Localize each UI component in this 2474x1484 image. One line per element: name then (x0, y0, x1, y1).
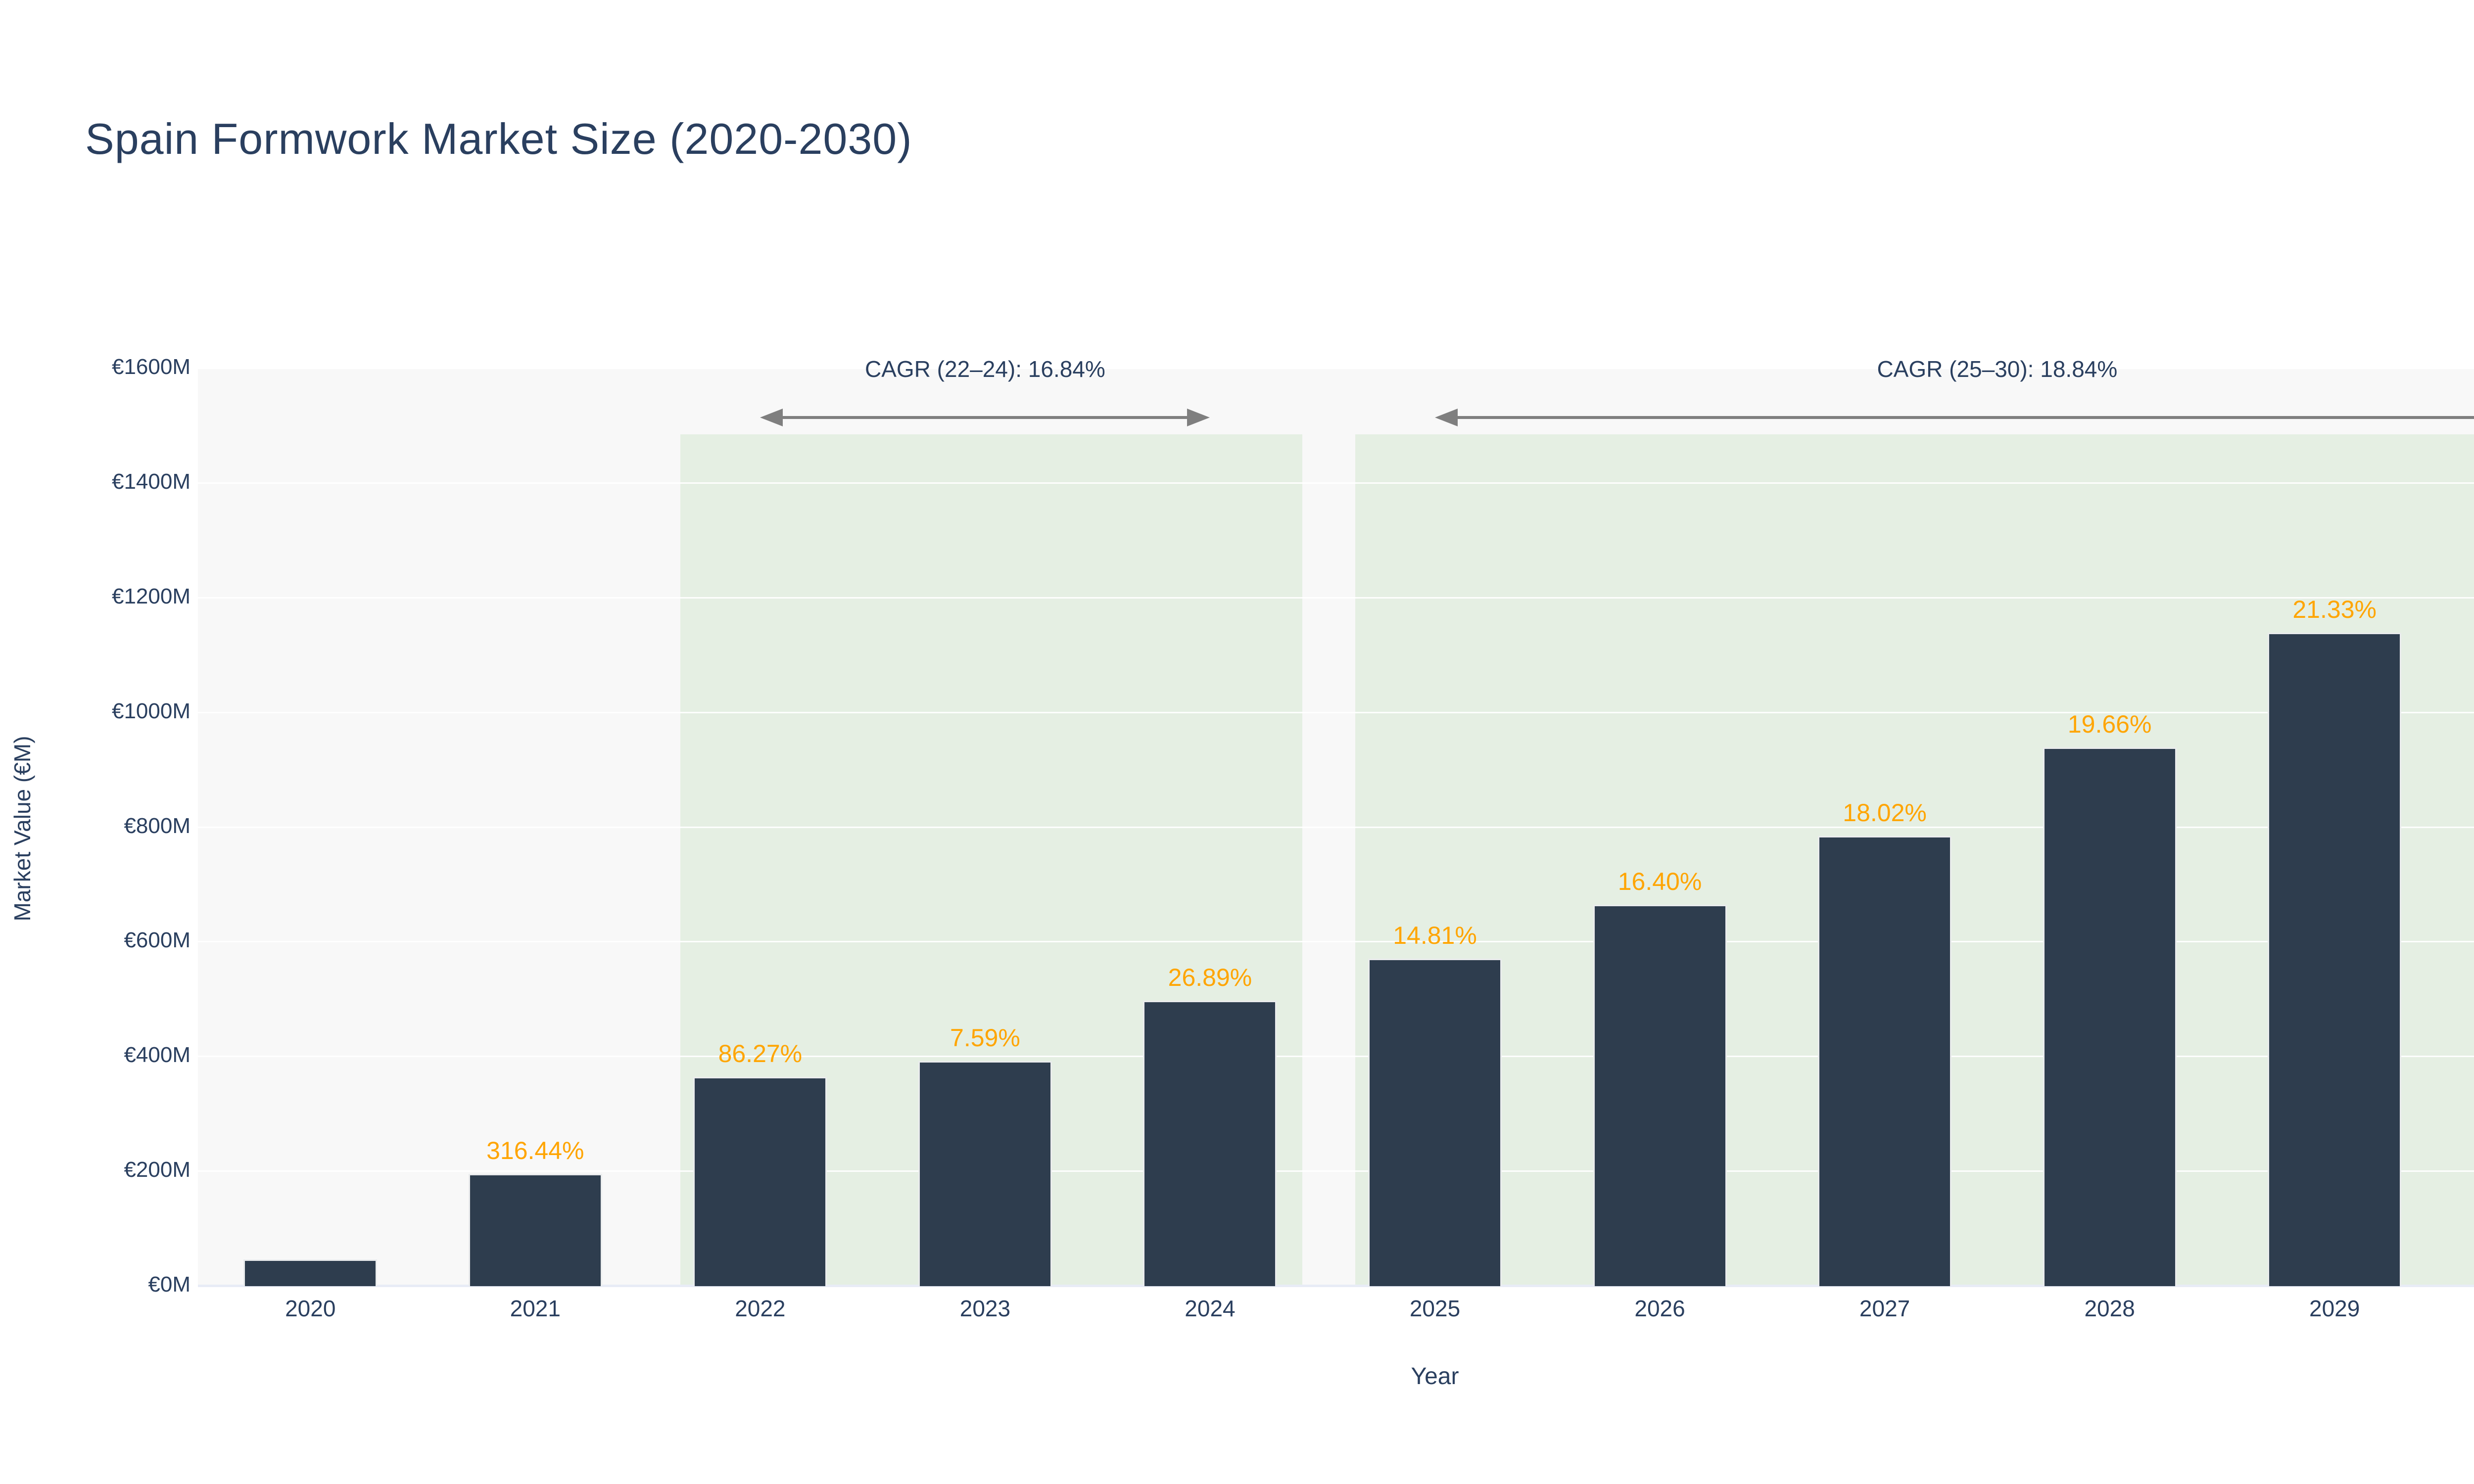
y-tick-label-800: €800M (124, 813, 190, 838)
bar-2022[interactable] (693, 1077, 827, 1286)
growth-label-2023: 7.59% (950, 1024, 1020, 1052)
y-tick-label-200: €200M (124, 1158, 190, 1182)
x-tick-label-2020: 2020 (285, 1296, 336, 1321)
growth-label-2026: 16.40% (1618, 867, 1702, 895)
gridline-1600 (198, 368, 2474, 369)
y-tick-label-1400: €1400M (111, 469, 190, 494)
bar-2024[interactable] (1143, 1000, 1277, 1286)
cagr-arrow-1 (760, 408, 1210, 426)
plot-area: 316.44% 86.27% 7.59% 26.89% 14.81% 16.40% 18.0… (198, 368, 2474, 1287)
bar-2026[interactable] (1593, 904, 1727, 1286)
y-tick-label-0: €0M (148, 1272, 190, 1297)
x-tick-label-2025: 2025 (1409, 1296, 1461, 1321)
x-tick-label-2027: 2027 (1859, 1296, 1910, 1321)
x-axis-zero-line (198, 1285, 2474, 1287)
bar-2029[interactable] (2268, 632, 2402, 1286)
y-tick-label-1000: €1000M (111, 698, 190, 723)
x-tick-label-2021: 2021 (510, 1296, 561, 1321)
x-tick-label-2023: 2023 (959, 1296, 1011, 1321)
x-tick-label-2028: 2028 (2084, 1296, 2135, 1321)
bar-2028[interactable] (2043, 747, 2177, 1286)
arrowhead-right-icon (1187, 408, 1210, 426)
gridline-200 (198, 1170, 2474, 1172)
growth-label-2021: 316.44% (486, 1137, 584, 1165)
arrow-shaft (773, 416, 1197, 419)
x-tick-label-2022: 2022 (735, 1296, 786, 1321)
growth-label-2029: 21.33% (2292, 595, 2377, 623)
gridline-1400 (198, 482, 2474, 484)
bar-2025[interactable] (1368, 958, 1502, 1286)
bar-2020[interactable] (243, 1259, 378, 1286)
growth-label-2024: 26.89% (1168, 963, 1252, 991)
growth-label-2027: 18.02% (1843, 798, 1927, 827)
gridline-800 (198, 826, 2474, 828)
gridline-1200 (198, 597, 2474, 599)
x-tick-label-2029: 2029 (2309, 1296, 2360, 1321)
cagr-annotation-1: CAGR (22–24): 16.84% (865, 356, 1105, 382)
bar-2021[interactable] (468, 1174, 602, 1286)
x-axis-title: Year (1411, 1363, 1459, 1390)
arrow-shaft (1448, 416, 2474, 419)
growth-label-2025: 14.81% (1393, 921, 1477, 949)
bar-2027[interactable] (1818, 835, 1952, 1286)
bar-2023[interactable] (918, 1061, 1052, 1286)
x-tick-label-2026: 2026 (1634, 1296, 1685, 1321)
chart-title: Spain Formwork Market Size (2020-2030) (85, 114, 912, 163)
cagr-annotation-2: CAGR (25–30): 18.84% (1877, 356, 2118, 382)
cagr-arrow-2 (1435, 408, 2474, 426)
y-tick-label-600: €600M (124, 928, 190, 953)
growth-label-2028: 19.66% (2067, 710, 2152, 738)
gridline-400 (198, 1056, 2474, 1058)
growth-label-2022: 86.27% (718, 1040, 803, 1068)
gridline-600 (198, 941, 2474, 943)
y-tick-label-1600: €1600M (111, 355, 190, 379)
y-tick-label-400: €400M (124, 1043, 190, 1067)
gridline-1000 (198, 711, 2474, 713)
y-tick-label-1200: €1200M (111, 584, 190, 608)
x-tick-label-2024: 2024 (1185, 1296, 1236, 1321)
